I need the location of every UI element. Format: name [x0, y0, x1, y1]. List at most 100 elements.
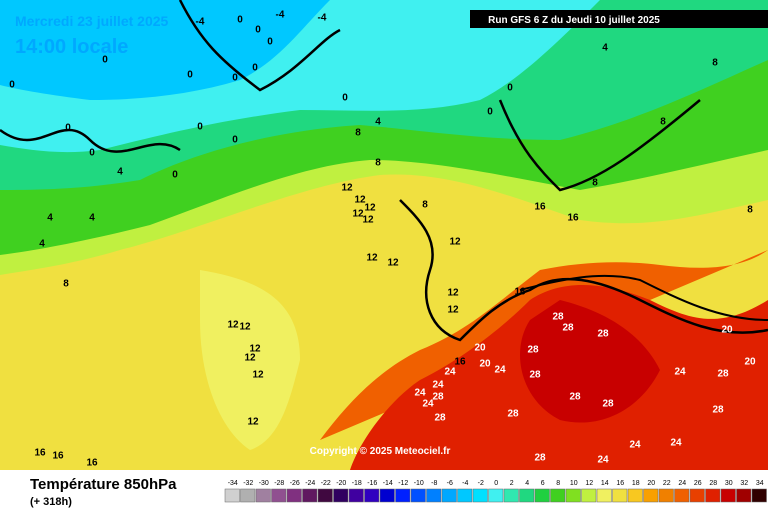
isotherm-label: 16	[567, 213, 579, 224]
legend-label: 30	[725, 480, 733, 487]
isotherm-label: 20	[479, 359, 491, 370]
isotherm-label: 0	[237, 15, 243, 26]
legend-swatch	[348, 488, 364, 503]
isotherm-label: 8	[747, 205, 753, 216]
legend-label: 12	[585, 480, 593, 487]
legend-swatch	[705, 488, 721, 503]
isotherm-label: 12	[366, 253, 378, 264]
legend-label: -28	[274, 480, 284, 487]
isotherm-label: 4	[117, 167, 123, 178]
isotherm-label: 28	[529, 370, 541, 381]
isotherm-label: 0	[267, 37, 273, 48]
isotherm-label: 28	[527, 345, 539, 356]
legend-swatch	[488, 488, 504, 503]
copyright: Copyright © 2025 Meteociel.fr	[310, 446, 451, 457]
isotherm-label: 28	[434, 413, 446, 424]
zone-12-atlantic	[200, 270, 300, 450]
legend-label: -4	[462, 480, 468, 487]
run-info: Run GFS 6 Z du Jeudi 10 juillet 2025	[488, 15, 660, 26]
isotherm-label: 0	[9, 80, 15, 91]
isotherm-label: 24	[597, 455, 609, 466]
isotherm-label: 0	[255, 25, 261, 36]
legend-swatch	[271, 488, 287, 503]
legend-label: -34	[228, 480, 238, 487]
isotherm-label: 12	[447, 288, 459, 299]
isotherm-label: 28	[569, 392, 581, 403]
isotherm-label: 12	[352, 209, 364, 220]
legend-label: -8	[431, 480, 437, 487]
isotherm-label: 28	[552, 312, 564, 323]
lead-time: (+ 318h)	[30, 496, 72, 508]
legend-label: 34	[756, 480, 764, 487]
isotherm-label: 28	[717, 369, 729, 380]
coastline	[0, 0, 768, 342]
isotherm-label: 28	[602, 399, 614, 410]
isotherm-label: 0	[232, 73, 238, 84]
isotherm-label: 28	[432, 392, 444, 403]
legend-swatch	[410, 488, 426, 503]
legend-label: 2	[510, 480, 514, 487]
zone-32	[520, 300, 660, 423]
legend-swatch	[596, 488, 612, 503]
isotherm-label: 20	[744, 357, 756, 368]
legend-swatch	[581, 488, 597, 503]
isotherm-label: 12	[447, 305, 459, 316]
isotherm-label: 16	[52, 451, 64, 462]
legend-swatch	[658, 488, 674, 503]
legend-label: 32	[740, 480, 748, 487]
legend-swatch	[286, 488, 302, 503]
isotherm-label: 16	[514, 287, 526, 298]
isotherm-label: 12	[239, 322, 251, 333]
legend-label: -10	[414, 480, 424, 487]
legend-swatch	[333, 488, 349, 503]
isotherm-label: 24	[674, 367, 686, 378]
legend-label: 4	[525, 480, 529, 487]
isotherm-label: 12	[247, 417, 259, 428]
isotherm-label: 0	[187, 70, 193, 81]
legend-label: 18	[632, 480, 640, 487]
legend-swatch	[643, 488, 659, 503]
isotherm-label: 0	[507, 83, 513, 94]
isotherm-label: 0	[197, 122, 203, 133]
legend-swatch	[612, 488, 628, 503]
isotherm-label: 12	[362, 215, 374, 226]
legend-swatch	[720, 488, 736, 503]
legend-swatch	[240, 488, 256, 503]
isotherm-label: 8	[712, 58, 718, 69]
isotherm-label: 16	[454, 357, 466, 368]
legend-swatch	[224, 488, 240, 503]
legend-swatch	[364, 488, 380, 503]
isotherm-label: 16	[86, 458, 98, 469]
isotherm-label: 0	[65, 123, 71, 134]
isotherm-label: 12	[341, 183, 353, 194]
isotherm-label: 12	[244, 353, 256, 364]
legend-swatch	[674, 488, 690, 503]
isotherm-label: -4	[276, 10, 285, 21]
isotherm-label: 0	[342, 93, 348, 104]
legend-swatch	[317, 488, 333, 503]
isotherm-label: 24	[494, 365, 506, 376]
isotherm-label: 24	[670, 438, 682, 449]
isotherm-label: 0	[172, 170, 178, 181]
isotherm-label: 28	[712, 405, 724, 416]
legend-swatch	[627, 488, 643, 503]
legend-swatch	[550, 488, 566, 503]
isotherm-label: 4	[375, 117, 381, 128]
legend-label: -26	[290, 480, 300, 487]
legend-label: 24	[678, 480, 686, 487]
isotherm-label: 0	[89, 148, 95, 159]
isotherm-label: 16	[34, 448, 46, 459]
isotherm-label: 12	[252, 370, 264, 381]
isotherm-label: 28	[534, 453, 546, 464]
legend-label: -32	[243, 480, 253, 487]
legend-label: -16	[367, 480, 377, 487]
isotherm-label: 8	[422, 200, 428, 211]
isotherm-label: 8	[660, 117, 666, 128]
legend-swatch	[426, 488, 442, 503]
isotherm-label: 28	[562, 323, 574, 334]
valid-date: Mercredi 23 juillet 2025	[15, 13, 169, 29]
legend-label: 0	[494, 480, 498, 487]
isotherm-label: 20	[721, 325, 733, 336]
isotherm-label: 12	[449, 237, 461, 248]
